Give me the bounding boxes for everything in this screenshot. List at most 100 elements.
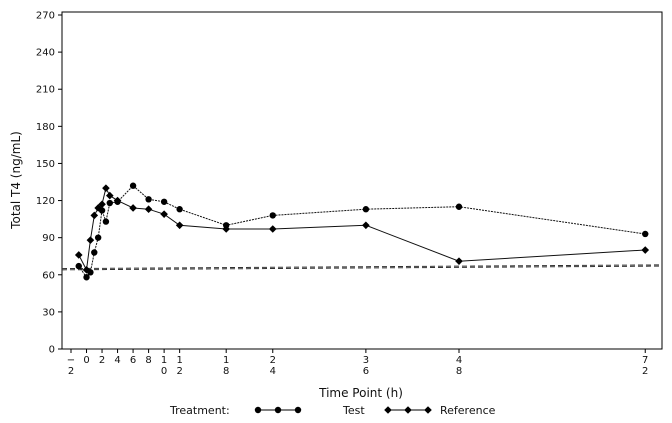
data-point [129, 204, 137, 212]
data-point [175, 221, 184, 230]
x-tick-label: 12 [176, 355, 182, 377]
x-tick-label: 24 [270, 355, 276, 377]
x-tick-label: 8 [145, 355, 151, 366]
legend-marker [424, 406, 432, 414]
x-tick-label-line: 3 [363, 355, 369, 366]
x-tick-label-line: 1 [223, 355, 229, 366]
legend-marker [274, 406, 282, 414]
data-point [106, 191, 114, 200]
series-line [78, 186, 646, 272]
y-tick-label: 30 [42, 307, 55, 318]
data-point [160, 198, 168, 205]
data-point [106, 199, 114, 207]
y-tick-label: 240 [36, 48, 55, 59]
data-point [94, 204, 102, 212]
legend-marker [294, 406, 302, 414]
reference-line [61, 265, 663, 271]
x-tick-label: 72 [642, 355, 648, 377]
y-axis-title: Total T4 (ng/mL) [9, 131, 23, 230]
reference-lines [61, 264, 663, 271]
legend-label: Reference [440, 404, 496, 417]
series-test [75, 182, 649, 281]
data-point [362, 221, 370, 230]
legend-marker [384, 406, 392, 414]
data-point [362, 206, 370, 213]
y-tick-label: 0 [49, 345, 55, 356]
x-tick-label: 4 [114, 355, 120, 366]
data-point [268, 225, 277, 233]
legend-marker [404, 406, 412, 414]
x-tick-label-line: 1 [176, 355, 182, 366]
data-point [145, 196, 152, 203]
x-tick-label-line: 0 [83, 355, 89, 366]
data-point [91, 249, 98, 256]
data-point [129, 182, 137, 189]
x-tick-label-line: 1 [161, 355, 167, 366]
series-reference [74, 184, 650, 274]
x-tick-label: 2 [99, 355, 105, 366]
legend-marker [254, 406, 262, 414]
x-tick-label-line: 2 [176, 366, 182, 377]
x-tick-label-line: 6 [130, 355, 136, 366]
y-tick-label: 60 [42, 270, 55, 281]
legend-title: Treatment: [169, 404, 230, 417]
data-point [86, 236, 95, 244]
x-tick-label-line: 4 [114, 355, 120, 366]
legend-items: Test Reference [254, 404, 496, 417]
x-tick-label: 36 [363, 355, 369, 377]
x-tick-label-line: 4 [270, 366, 276, 377]
x-tick-label-line: 0 [161, 366, 167, 377]
data-point [222, 225, 230, 233]
x-tick-label: 10 [161, 355, 167, 377]
x-tick-label-line: 6 [363, 366, 369, 377]
x-tick-label-line: 8 [223, 366, 229, 377]
x-tick-label-line: 2 [270, 355, 276, 366]
x-tick-label: 6 [130, 355, 136, 366]
data-point [641, 246, 650, 254]
data-point [102, 218, 110, 225]
legend: Treatment: Test Reference [169, 404, 496, 417]
data-point [269, 212, 276, 219]
data-point [102, 184, 110, 192]
x-tick-label: 48 [456, 355, 462, 377]
data-point [642, 230, 649, 238]
data-point [90, 211, 99, 220]
y-tick-label: 180 [36, 122, 55, 133]
y-tick-label: 210 [36, 85, 55, 96]
reference-line [61, 264, 663, 270]
x-tick-label-line: − [67, 355, 75, 366]
x-tick-label-line: 8 [456, 366, 462, 377]
x-tick-label: 18 [223, 355, 229, 377]
y-tick-label: 270 [36, 11, 55, 22]
y-tick-label: 150 [36, 159, 55, 170]
x-tick-label: 0 [83, 355, 89, 366]
data-point [176, 206, 183, 213]
data-point [144, 205, 153, 214]
x-tick-label-line: 2 [99, 355, 105, 366]
data-point [455, 257, 463, 265]
legend-item-test: Test [254, 404, 365, 417]
x-tick-label-line: 2 [68, 366, 74, 377]
y-axis: 0 30 60 90 120 150 180 210 240 270 [36, 11, 62, 356]
x-tick-label-line: 4 [456, 355, 462, 366]
series-line [78, 185, 646, 279]
legend-item-reference: Reference [384, 404, 496, 417]
data-point [98, 200, 106, 209]
legend-label: Test [342, 404, 365, 417]
y-tick-label: 90 [42, 233, 55, 244]
data-point [83, 274, 90, 281]
series-layer [74, 182, 650, 281]
x-tick-label-line: 7 [642, 355, 648, 366]
data-point [113, 196, 122, 205]
data-point [455, 203, 463, 210]
x-tick-label-line: 2 [642, 366, 648, 377]
x-tick-label-line: 8 [145, 355, 151, 366]
x-axis-title: Time Point (h) [318, 386, 403, 400]
data-point [160, 210, 168, 218]
data-point [82, 266, 91, 274]
data-point [74, 251, 83, 259]
plot-frame [61, 11, 663, 350]
